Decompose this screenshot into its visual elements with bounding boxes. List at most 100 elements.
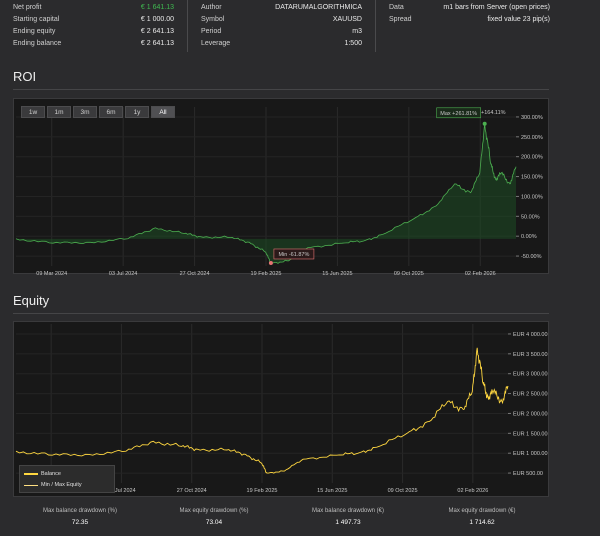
metric-max-balance-dd-eur: Max balance drawdown (€) 1 497.73	[281, 504, 415, 528]
stat-label: Ending balance	[13, 40, 62, 47]
legend-item-balance: Balance	[24, 471, 61, 477]
metric-max-balance-dd-pct: Max balance drawdown (%) 72.35	[13, 504, 147, 528]
stats-col-data: Data m1 bars from Server (open prices) Spr…	[389, 2, 550, 26]
x-tick-label: 03 Jul 2024	[109, 271, 137, 275]
stat-value: € 2 641.13	[140, 28, 174, 35]
stat-label: Leverage	[201, 40, 231, 47]
y-tick-label: EUR 2 500.00	[513, 392, 548, 398]
balance-swatch	[24, 473, 38, 475]
range-button-1y[interactable]: 1y	[125, 106, 149, 118]
x-tick-label: 02 Feb 2026	[457, 488, 488, 494]
stat-row: Starting capital € 1 000.00	[13, 14, 174, 26]
x-tick-label: 27 Oct 2024	[180, 271, 210, 275]
stat-label: Net profit	[13, 4, 42, 11]
stat-row: Period m3	[201, 26, 362, 38]
max-label-box	[436, 107, 481, 119]
stat-row: Leverage 1:500	[201, 38, 362, 50]
stat-value: 1:500	[344, 40, 362, 47]
x-tick-label: 15 Jun 2025	[322, 271, 352, 275]
y-tick-label: 300.00%	[521, 115, 543, 121]
range-button-6m[interactable]: 6m	[99, 106, 123, 118]
roi-chart-plot: 09 Mar 2024 03 Jul 2024 27 Oct 2024 19 Feb …	[15, 107, 543, 275]
y-tick-label: 250.00%	[521, 135, 543, 141]
stat-value: m1 bars from Server (open prices)	[443, 4, 550, 11]
stat-label: Ending equity	[13, 28, 56, 35]
legend-label: Balance	[41, 471, 61, 477]
y-tick-label: EUR 3 000.00	[513, 372, 548, 378]
equity-title-rule	[13, 313, 549, 314]
roi-chart: 09 Mar 2024 03 Jul 2024 27 Oct 2024 19 Feb …	[13, 98, 549, 275]
metric-value: 73.04	[205, 519, 223, 526]
drawdown-metrics: Max balance drawdown (%) 72.35 Max equit…	[13, 504, 549, 534]
metric-label: Max balance drawdown (%)	[42, 508, 118, 514]
metric-value: 1 497.73	[335, 519, 361, 526]
divider	[187, 0, 188, 52]
range-selector: 1w 1m 3m 6m 1y All	[21, 106, 175, 118]
y-tick-label: EUR 500.00	[513, 471, 543, 477]
metric-max-equity-dd-eur: Max equity drawdown (€) 1 714.62	[415, 504, 549, 528]
stat-value: € 1 641.13	[140, 4, 174, 11]
y-tick-label: EUR 1 000.00	[513, 451, 548, 457]
x-tick-label: 09 Oct 2025	[394, 271, 424, 275]
equity-swatch	[24, 484, 38, 486]
metric-max-equity-dd-pct: Max equity drawdown (%) 73.04	[147, 504, 281, 528]
stat-value: € 1 000.00	[140, 16, 174, 23]
min-label: Min -61.87%	[278, 252, 309, 258]
range-button-all[interactable]: All	[151, 106, 175, 118]
y-tick-label: 0.00%	[521, 234, 537, 240]
stat-row: Data m1 bars from Server (open prices)	[389, 2, 550, 14]
stat-value: DATARUMALGORITHMICA	[275, 4, 362, 11]
x-tick-label: 09 Mar 2024	[36, 271, 67, 275]
divider	[375, 0, 376, 52]
x-tick-label: 19 Feb 2025	[247, 488, 278, 494]
x-tick-label: 02 Feb 2026	[465, 271, 496, 275]
metric-label: Max balance drawdown (€)	[311, 508, 385, 514]
x-tick-label: 15 Jun 2025	[317, 488, 347, 494]
y-tick-label: EUR 1 500.00	[513, 431, 548, 437]
max-marker	[482, 121, 487, 126]
stat-label: Author	[201, 4, 222, 11]
metric-label: Max equity drawdown (€)	[448, 508, 516, 514]
x-tick-label: 27 Oct 2024	[177, 488, 207, 494]
max-label: Max +261.81%	[440, 111, 477, 117]
y-tick-label: -50.00%	[521, 254, 542, 260]
min-marker	[268, 260, 273, 265]
range-button-1m[interactable]: 1m	[47, 106, 71, 118]
x-tick-label: 19 Feb 2025	[251, 271, 282, 275]
stats-header: Net profit € 1 641.13 Starting capital € 1 …	[0, 0, 600, 52]
y-tick-label: 150.00%	[521, 175, 543, 181]
stat-label: Starting capital	[13, 16, 60, 23]
range-button-1w[interactable]: 1w	[21, 106, 45, 118]
metric-value: 72.35	[71, 519, 89, 526]
y-tick-label: 50.00%	[521, 214, 540, 220]
stat-label: Symbol	[201, 16, 225, 23]
y-tick-label: 100.00%	[521, 194, 543, 200]
stat-label: Data	[389, 4, 404, 11]
metric-label: Max equity drawdown (%)	[179, 508, 249, 514]
stats-col-settings: Author DATARUMALGORITHMICA Symbol XAUUSD Per…	[201, 2, 362, 50]
stat-row: Net profit € 1 641.13	[13, 2, 174, 14]
y-tick-label: EUR 3 500.00	[513, 352, 548, 358]
series-line	[15, 347, 509, 474]
metric-value: 1 714.62	[469, 519, 495, 526]
equity-legend: Balance Min / Max Equity	[19, 465, 115, 493]
roi-title: ROI	[13, 69, 37, 84]
stat-label: Period	[201, 28, 222, 35]
series-line	[15, 123, 517, 264]
x-tick-label: 09 Oct 2025	[388, 488, 418, 494]
equity-title: Equity	[13, 293, 50, 308]
legend-label: Min / Max Equity	[41, 482, 82, 488]
stat-value: XAUUSD	[332, 16, 362, 23]
y-tick-label: EUR 4 000.00	[513, 332, 548, 338]
stat-row: Spread fixed value 23 pip(s)	[389, 14, 550, 26]
stat-value: fixed value 23 pip(s)	[487, 16, 550, 23]
range-button-3m[interactable]: 3m	[73, 106, 97, 118]
x-tick-label: 03 Jul 2024	[107, 488, 135, 494]
stats-col-results: Net profit € 1 641.13 Starting capital € 1 …	[13, 2, 174, 50]
stat-value: m3	[352, 28, 362, 35]
y-tick-label: 200.00%	[521, 155, 543, 161]
min-label-box	[273, 248, 315, 260]
stat-row: Symbol XAUUSD	[201, 14, 362, 26]
y-tick-label: EUR 2 000.00	[513, 411, 548, 417]
